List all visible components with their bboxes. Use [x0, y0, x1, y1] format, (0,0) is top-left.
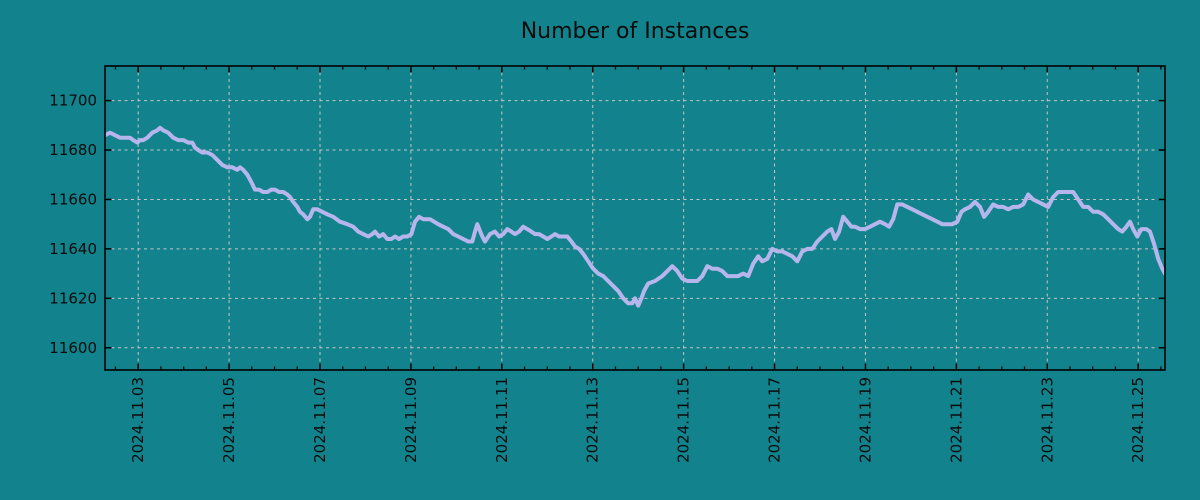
series-layer	[105, 125, 1165, 308]
x-tick-label: 2024.11.15	[675, 377, 693, 463]
y-tick-label: 11660	[49, 190, 97, 208]
x-tick-label: 2024.11.07	[311, 377, 329, 463]
x-tick-label: 2024.11.17	[766, 377, 784, 463]
x-tick-label: 2024.11.05	[220, 377, 238, 463]
y-tick-label: 11700	[49, 92, 97, 110]
x-tick-label: 2024.11.09	[402, 377, 420, 463]
grid	[105, 66, 1165, 370]
x-tick-label: 2024.11.23	[1038, 377, 1056, 463]
chart-title: Number of Instances	[521, 19, 750, 44]
data-line-instances	[105, 125, 1165, 308]
x-tick-label: 2024.11.11	[493, 377, 511, 463]
x-tick-label: 2024.11.19	[856, 377, 874, 463]
x-tick-label: 2024.11.25	[1129, 377, 1147, 463]
y-tick-label: 11680	[49, 141, 97, 159]
axes: 2024.11.03 2024.11.05 2024.11.07 2024.11.09…	[49, 65, 1166, 463]
plot-border	[104, 65, 1166, 371]
y-tick-label: 11600	[49, 339, 97, 357]
y-tick-label: 11640	[49, 240, 97, 258]
x-tick-label: 2024.11.21	[947, 377, 965, 463]
y-tick-label: 11620	[49, 289, 97, 307]
x-tick-label: 2024.11.13	[584, 377, 602, 463]
x-tick-label: 2024.11.03	[129, 377, 147, 463]
